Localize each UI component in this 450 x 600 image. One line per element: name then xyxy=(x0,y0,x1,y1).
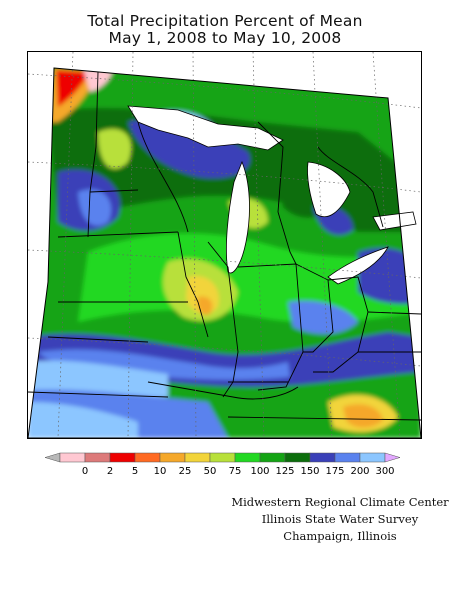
legend-over-arrow xyxy=(384,452,401,463)
credits-line-3: Champaign, Illinois xyxy=(283,529,397,543)
legend-swatch xyxy=(259,452,286,463)
legend-label: 50 xyxy=(204,466,217,477)
legend-label: 125 xyxy=(275,466,294,477)
legend-label: 75 xyxy=(229,466,242,477)
lake-huron xyxy=(307,161,351,218)
lake-superior xyxy=(127,105,284,151)
legend-label: 175 xyxy=(325,466,344,477)
precip-field xyxy=(28,68,421,438)
state-boundaries xyxy=(28,71,421,421)
legend-label: 100 xyxy=(250,466,269,477)
color-legend: 0 2 5 10 25 50 75 100 125 150 175 200 300 xyxy=(44,450,405,480)
legend-swatch xyxy=(284,452,311,463)
region-outline xyxy=(28,67,421,438)
legend-label: 0 xyxy=(82,466,88,477)
graticule xyxy=(28,52,421,438)
legend-label: 5 xyxy=(132,466,138,477)
precipitation-map xyxy=(27,51,422,439)
credits: Midwestern Regional Climate Center Illin… xyxy=(230,494,450,545)
legend-label: 300 xyxy=(375,466,394,477)
map-title: Total Precipitation Percent of Mean May … xyxy=(0,13,450,47)
legend-label: 25 xyxy=(179,466,192,477)
title-line-1: Total Precipitation Percent of Mean xyxy=(87,12,363,30)
map-svg xyxy=(28,52,421,438)
legend-swatch xyxy=(359,452,386,463)
title-line-2: May 1, 2008 to May 10, 2008 xyxy=(108,29,342,47)
legend-swatch xyxy=(109,452,136,463)
great-lakes xyxy=(127,105,417,285)
legend-swatch xyxy=(209,452,236,463)
credits-line-2: Illinois State Water Survey xyxy=(261,512,419,526)
lake-michigan xyxy=(225,160,250,274)
legend-swatch xyxy=(59,452,86,463)
legend-swatch xyxy=(334,452,361,463)
legend-under-arrow xyxy=(44,452,61,463)
credits-line-1: Midwestern Regional Climate Center xyxy=(231,495,449,509)
legend-swatch xyxy=(309,452,336,463)
legend-swatch xyxy=(234,452,261,463)
legend-label: 200 xyxy=(350,466,369,477)
legend-swatch xyxy=(159,452,186,463)
legend-svg: 0 2 5 10 25 50 75 100 125 150 175 200 300 xyxy=(44,452,401,477)
legend-swatch xyxy=(134,452,161,463)
legend-label: 2 xyxy=(107,466,113,477)
legend-label: 10 xyxy=(154,466,167,477)
legend-label: 150 xyxy=(300,466,319,477)
legend-swatch xyxy=(184,452,211,463)
legend-swatch xyxy=(84,452,111,463)
